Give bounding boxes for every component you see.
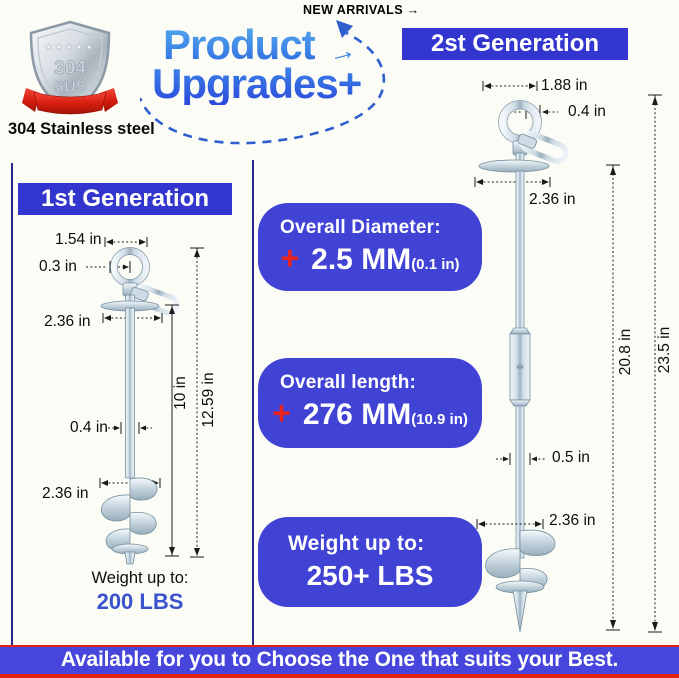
gen1-weight-value: 200 LBS: [96, 589, 184, 614]
gen1-shaft-length-label: 10 in: [172, 376, 189, 410]
stainless-shield-badge-icon: ★★★★★ 304 SUS: [22, 20, 118, 115]
gen2-auger-width-label: 2.36 in: [549, 512, 596, 529]
badge-caption: 304 Stainless steel: [8, 120, 155, 138]
gen2-anchor-illustration: [474, 81, 662, 633]
gen2-shaft-width-label: 0.5 in: [552, 449, 590, 466]
ribbon-band: [33, 91, 107, 115]
new-arrivals-label: NEW ARRIVALS →: [303, 3, 420, 17]
gen1-shaft-width-label: 0.4 in: [70, 419, 108, 436]
gen1-total-length-label: 12.59 in: [200, 372, 217, 428]
gen1-weight-label: Weight up to:: [91, 569, 189, 587]
badge-sus-text: SUS: [54, 79, 87, 96]
gen2-shaft-length-label: 20.8 in: [617, 328, 634, 376]
badge-stars: ★★★★★: [45, 42, 95, 52]
gen2-ring-width-label: 1.88 in: [541, 77, 588, 94]
callout-length-paren: (10.9 in): [411, 411, 468, 428]
callout-weight-label: Weight up to:: [288, 532, 425, 555]
section-divider-line: [252, 160, 254, 646]
callout-length-label: Overall length:: [280, 372, 417, 393]
plus-icon: +: [272, 395, 291, 431]
plus-icon: +: [280, 240, 300, 276]
gen1-ring-thickness-label: 0.3 in: [39, 258, 77, 275]
gen1-plate-width-label: 2.36 in: [44, 313, 91, 330]
callout-diameter: Overall Diameter: + 2.5 MM (0.1 in): [258, 203, 482, 291]
gen2-title-banner: 2st Generation: [402, 28, 628, 60]
callout-weight-value: 250+ LBS: [306, 560, 434, 591]
gen1-title-banner: 1st Generation: [18, 183, 232, 215]
headline-product: Product: [163, 21, 316, 68]
left-frame-line: [11, 163, 13, 646]
callout-length-value: 276 MM: [302, 398, 412, 431]
badge-304-text: 304: [54, 58, 86, 79]
headline-upgrades: Upgrades+: [152, 60, 362, 107]
gen2-ring-thickness-label: 0.4 in: [568, 103, 606, 120]
callout-diameter-label: Overall Diameter:: [280, 217, 441, 238]
dashed-cycle-arrow-icon: [140, 20, 386, 145]
callout-diameter-value: 2.5 MM: [311, 243, 412, 276]
gen2-plate-width-label: 2.36 in: [529, 191, 576, 208]
footer-banner: Available for you to Choose the One that…: [0, 645, 679, 678]
gen2-total-length-label: 23.5 in: [656, 326, 673, 374]
gen1-auger-width-label: 2.36 in: [42, 485, 89, 502]
callout-length: Overall length: + 276 MM (10.9 in): [258, 358, 482, 448]
gen1-anchor-illustration: [86, 237, 204, 565]
callout-diameter-paren: (0.1 in): [411, 256, 460, 273]
callout-weight: Weight up to: 250+ LBS: [258, 517, 482, 607]
gen1-ring-width-label: 1.54 in: [55, 231, 102, 248]
